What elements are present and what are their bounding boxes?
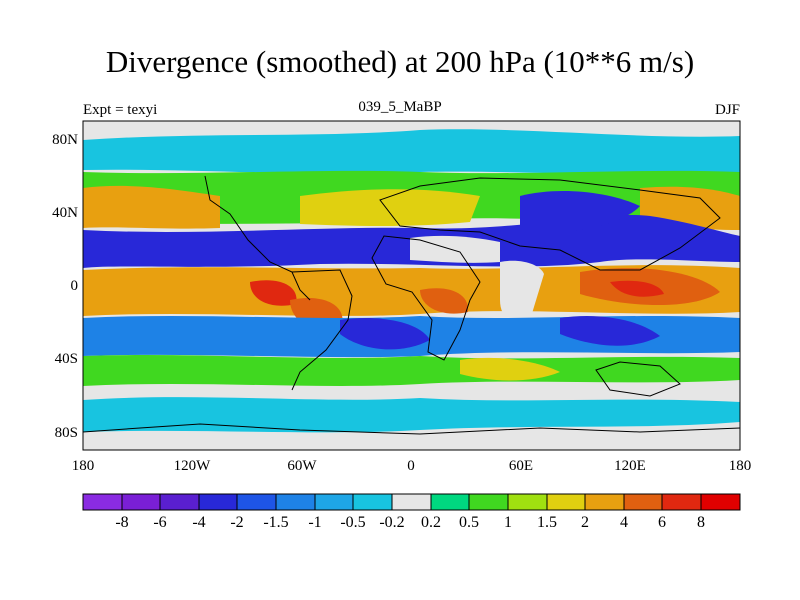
africa-divergence-max [420,288,469,314]
south-green-band [83,355,740,386]
colorbar-swatch [275,493,316,511]
colorbar-swatch [430,493,470,511]
colorbar-swatch [468,493,509,511]
colorbar: -8 -6 -4 -2 -1.5 -1 -0.5 -0.2 0.2 0.5 1 … [82,493,741,531]
indian-ocean-convergence [560,316,660,346]
y-tick-label: 0 [71,278,79,294]
map-frame [82,120,741,451]
colorbar-label: 4 [620,514,628,531]
colorbar-swatch [314,493,354,511]
south-atlantic-convergence [340,318,430,350]
colorbar-label: -8 [115,514,128,531]
colorbar-swatch [352,493,393,511]
eurasia-coast [379,177,721,271]
colorbar-label: 8 [697,514,705,531]
eurasia-convergence [520,191,640,233]
divergence-field [83,129,740,433]
tropical-divergence-band [83,265,740,316]
colorbar-swatch [700,493,741,511]
antarctica-coast [83,423,740,435]
atlantic-yellow-patch [300,189,480,226]
north-america-coast [204,175,311,301]
y-tick-label: 40S [55,351,78,367]
western-pacific-divergence-core [610,280,664,297]
x-tick-label: 120E [614,458,646,474]
colorbar-label: -4 [192,514,205,531]
south-america-coast [291,269,353,391]
colorbar-labels: -8 -6 -4 -2 -1.5 -1 -0.5 -0.2 0.2 0.5 1 … [115,514,705,531]
colorbar-label: -2 [230,514,243,531]
colorbar-label: 0.2 [421,514,441,531]
x-axis: 180 120W 60W 0 60E 120E 180 [72,458,752,474]
coastlines [83,175,740,435]
colorbar-label: -1.5 [263,514,288,531]
colorbar-label: 1.5 [537,514,557,531]
colorbar-label: -1 [308,514,321,531]
colorbar-label: -0.5 [340,514,365,531]
season-label: DJF [714,102,740,118]
africa-coast [371,235,481,361]
colorbar-swatch [121,493,161,511]
colorbar-label: 1 [504,514,512,531]
australia-coast [595,361,681,397]
map-plot-area [83,121,740,450]
colorbar-swatch [623,493,663,511]
southern-ocean-band [83,397,740,433]
x-tick-label: 180 [729,458,752,474]
colorbar-swatch [236,493,277,511]
colorbar-swatch [546,493,586,511]
run-label: 039_5_MaBP [358,99,442,115]
x-tick-label: 60W [287,458,317,474]
x-tick-label: 120W [174,458,212,474]
colorbar-swatch [159,493,200,511]
y-tick-label: 40N [52,205,78,221]
south-america-divergence-max [250,280,297,306]
colorbar-swatch [661,493,702,511]
colorbar-swatch [584,493,625,511]
colorbar-label: 2 [581,514,589,531]
colorbar-label: 0.5 [459,514,479,531]
colorbar-label: 6 [658,514,666,531]
y-tick-label: 80N [52,132,78,148]
y-tick-label: 80S [55,425,78,441]
x-tick-label: 0 [407,458,415,474]
atlantic-neutral-gap [410,235,500,263]
colorbar-swatch [391,493,432,511]
experiment-label: Expt = texyi [83,102,158,118]
colorbar-swatch [198,493,238,511]
north-pacific-divergence [83,185,220,229]
north-cyan-band [83,129,740,176]
south-indian-yellow-patch [460,357,560,381]
colorbar-swatch [82,493,123,511]
indian-ocean-neutral-gap [500,260,544,323]
y-axis: 80N 40N 0 40S 80S [52,132,78,441]
plot-title: Divergence (smoothed) at 200 hPa (10**6 … [105,44,695,79]
x-tick-label: 180 [72,458,95,474]
x-tick-label: 60E [509,458,533,474]
colorbar-label: -6 [153,514,166,531]
colorbar-label: -0.2 [379,514,404,531]
colorbar-swatch [507,493,548,511]
